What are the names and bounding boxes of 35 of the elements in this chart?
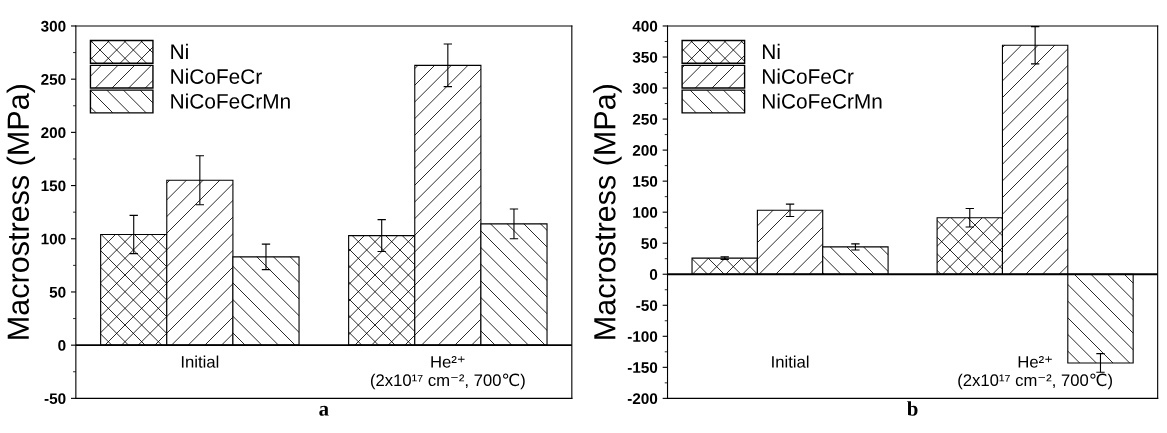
y-tick-label: 200 (41, 127, 66, 139)
y-tick-label: -200 (627, 393, 658, 405)
x-tick-label: Initial (181, 355, 219, 368)
x-axis-title: a (319, 405, 329, 416)
x-axis-title: b (907, 401, 918, 416)
y-axis-title: Macrostress (MPa) (6, 85, 36, 339)
y-tick-label: 300 (41, 20, 66, 32)
y-tick-label: -150 (627, 362, 658, 374)
legend-label: Ni (171, 43, 188, 59)
y-tick-label: -50 (44, 393, 66, 405)
legend-label: NiCoFeCr (762, 68, 854, 84)
legend-label: NiCoFeCrMn (171, 93, 290, 109)
legend-label: NiCoFeCr (171, 68, 262, 84)
y-tick-label: -100 (627, 331, 658, 342)
y-tick-label: 0 (58, 340, 66, 351)
y-tick-label: 150 (41, 180, 66, 192)
x-tick-label: He²⁺ (2x10¹⁷ cm⁻², 700℃) (370, 356, 525, 390)
y-tick-label: 100 (633, 207, 658, 218)
x-tick-label: He²⁺ (2x10¹⁷ cm⁻², 700℃) (958, 356, 1112, 390)
y-tick-label: 200 (632, 144, 658, 156)
y-axis-title: Macrostress (MPa) (593, 85, 622, 339)
y-tick-label: 100 (41, 233, 66, 245)
y-tick-label: 250 (41, 74, 66, 85)
y-tick-label: 50 (641, 238, 658, 249)
y-tick-label: 50 (49, 286, 66, 298)
y-tick-label: 250 (632, 113, 658, 125)
y-tick-label: 400 (632, 20, 658, 32)
legend-label: NiCoFeCrMn (762, 93, 882, 109)
y-tick-label: 300 (632, 82, 658, 94)
y-tick-label: 150 (633, 176, 658, 187)
y-tick-label: 350 (632, 51, 658, 63)
y-tick-label: 0 (649, 269, 658, 280)
x-tick-label: Initial (772, 355, 809, 368)
legend-label: Ni (762, 43, 780, 59)
y-tick-label: -50 (636, 300, 658, 311)
